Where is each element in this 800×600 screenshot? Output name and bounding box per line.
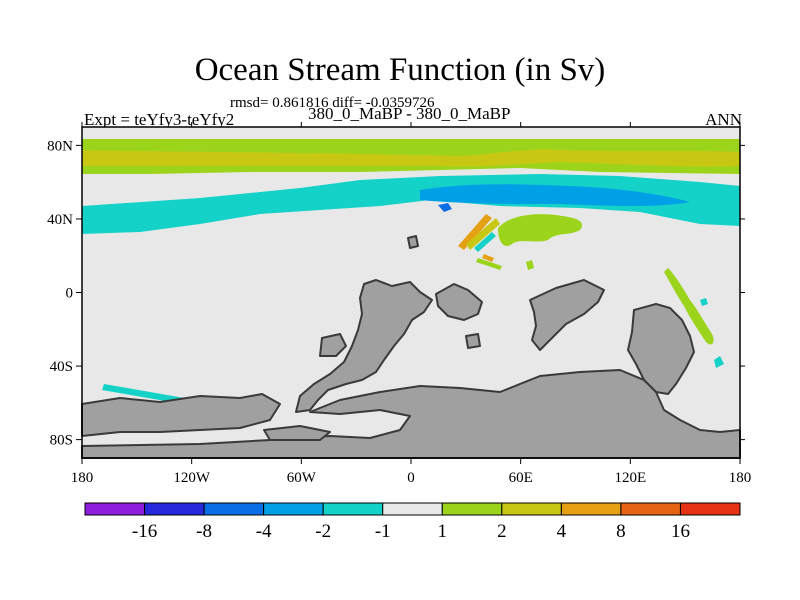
- south-america-landmass: [295, 279, 433, 413]
- season-label: ANN: [705, 110, 742, 129]
- colorbar-swatch: [263, 502, 324, 516]
- australia-landmass: [627, 303, 695, 395]
- antarctic-main-landmass: [81, 369, 741, 459]
- y-tick-label: 80N: [47, 138, 73, 154]
- colorbar-swatch: [144, 502, 205, 516]
- colorbar-label: 1: [438, 521, 448, 542]
- colorbar-label: -2: [315, 521, 331, 542]
- axes: 180 120W 60W 0 60E 120E 180 80N 40N 0 40S 80S: [47, 122, 751, 486]
- small-island-1: [407, 235, 419, 249]
- y-tick-label: 0: [66, 286, 74, 302]
- x-tick-label: 120E: [614, 470, 646, 486]
- wpac-green-streak: [664, 268, 714, 345]
- colorbar-swatch: [679, 502, 741, 516]
- colorbar-label: -16: [132, 521, 157, 542]
- north-blue-spot: [438, 203, 452, 212]
- antarctic-island: [263, 425, 331, 441]
- colorbar-swatch: [322, 502, 384, 516]
- africa-landmass: [319, 333, 347, 357]
- colorbar-swatch: [84, 502, 146, 516]
- colorbar-swatch: [501, 502, 562, 516]
- y-tick-label: 80S: [50, 433, 73, 449]
- colorbar-label: 16: [671, 521, 690, 542]
- diagonal-streak-yellow: [466, 218, 500, 250]
- x-tick-label: 180: [729, 470, 752, 486]
- x-tick-label: 60E: [509, 470, 533, 486]
- x-tick-label: 60W: [287, 470, 317, 486]
- colorbar-label: 2: [497, 521, 507, 542]
- colorbar-swatch: [441, 502, 503, 516]
- rmsd-diff-stats: rmsd= 0.861816 diff= -0.0359726: [230, 95, 435, 111]
- colorbar-swatch: [620, 502, 681, 516]
- colorbar-label: 4: [557, 521, 567, 542]
- x-tick-label: 0: [407, 470, 415, 486]
- india-landmass: [529, 279, 605, 351]
- colorbar-label: 8: [616, 521, 626, 542]
- y-tick-label: 40S: [50, 359, 73, 375]
- small-green-streak: [476, 258, 502, 270]
- wpac-cyan-dot: [700, 298, 708, 306]
- experiment-label: Expt = teYfy3-teYfy2: [84, 110, 235, 129]
- indian-green-patch: [498, 214, 582, 247]
- x-tick-label: 120W: [173, 470, 211, 486]
- diagonal-streak-cyan: [474, 232, 496, 252]
- antarctica-landmass: [81, 393, 281, 437]
- small-orange-streak: [482, 254, 494, 262]
- north-blue-core: [420, 184, 690, 206]
- case-label: 380_0_MaBP - 380_0_MaBP: [308, 104, 511, 123]
- wpac-cyan-dot-2: [714, 356, 724, 368]
- wpac-green-dot: [526, 260, 534, 270]
- colorbar-swatch: [382, 502, 443, 516]
- colorbar-swatch: [560, 502, 622, 516]
- chart-title: Ocean Stream Function (in Sv): [194, 52, 606, 88]
- colorbar: -16 -8 -4 -2 -1 1 2 4 8 16: [84, 502, 741, 542]
- y-tick-label: 40N: [47, 212, 73, 228]
- small-island-2: [465, 333, 481, 349]
- colorbar-label: -1: [375, 521, 391, 542]
- arctic-band-core: [82, 149, 740, 167]
- central-landmass: [435, 283, 483, 321]
- colorbar-swatch: [203, 502, 265, 516]
- colorbar-label: -8: [196, 521, 212, 542]
- x-tick-label: 180: [71, 470, 94, 486]
- diagonal-streak-orange: [458, 214, 492, 250]
- colorbar-label: -4: [256, 521, 272, 542]
